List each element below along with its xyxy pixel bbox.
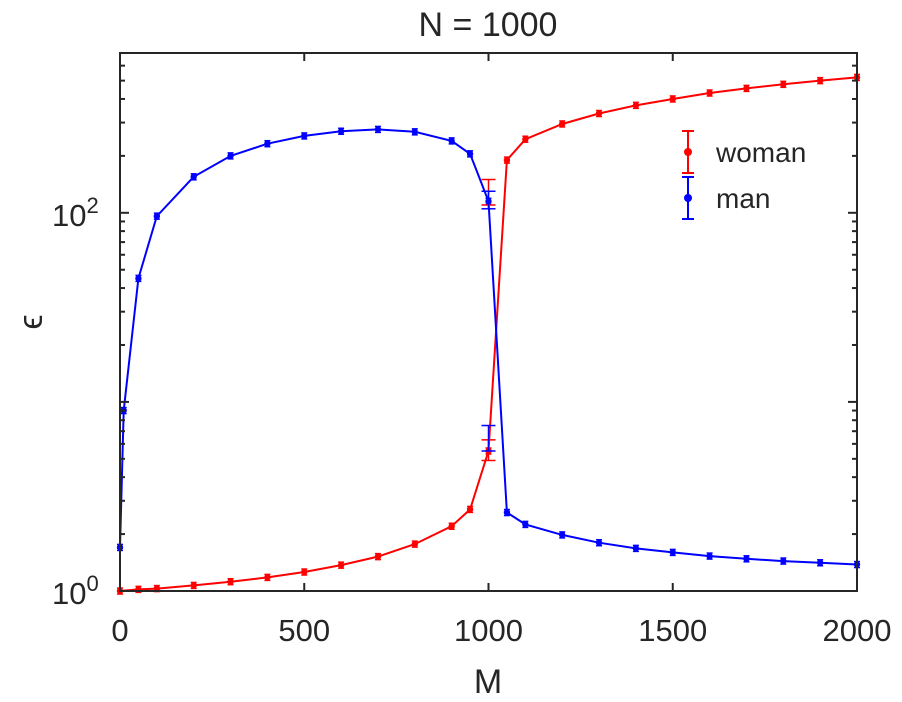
data-point-man [374,126,382,133]
data-point-man [522,521,529,528]
data-point-woman [816,77,824,84]
data-point-man [337,128,345,135]
x-tick-label: 1500 [638,613,707,648]
legend-label-man: man [716,183,770,214]
data-point-man [816,559,824,566]
data-point-man [153,212,161,220]
data-point-woman [595,110,603,117]
data-point-woman [669,95,676,103]
data-point-woman [706,89,713,97]
legend-label-woman: woman [715,137,806,168]
data-point-woman [411,540,418,548]
data-point-man [135,275,142,282]
series-line-woman [119,76,858,592]
data-point-woman [522,136,529,143]
data-point-woman [301,568,308,576]
legend: woman man [682,130,806,220]
data-point-woman [337,561,345,569]
data-point-woman [780,81,787,88]
data-point-man [466,150,474,158]
x-axis-label: M [474,663,502,701]
y-tick-label: 100 [52,571,99,611]
legend-marker-woman [684,148,692,156]
data-point-man [411,128,418,136]
data-point-man [595,539,603,546]
y-tick-label: 102 [52,193,99,233]
plot-frame [119,52,858,592]
data-point-man [559,531,566,539]
axis-ticks [119,52,858,592]
x-tick-label: 1000 [454,613,523,648]
data-point-man [706,552,713,560]
data-point-man [227,152,234,160]
data-point-man [632,545,640,552]
x-tick-label: 500 [278,613,330,648]
data-point-woman [743,85,750,92]
data-point-woman [559,120,566,128]
data-point-man [780,557,787,565]
data-point-woman [466,506,474,513]
data-point-woman [227,578,234,585]
data-point-woman [448,523,455,530]
x-tick-label: 2000 [823,613,892,648]
data-point-man [448,137,455,145]
chart-title: N = 1000 [419,6,558,44]
data-point-man [503,509,511,516]
x-tick-labels: 0 500 1000 1500 2000 [111,613,891,648]
y-tick-labels: 100 102 [52,193,99,611]
data-point-man [264,140,271,147]
legend-marker-man [684,194,692,202]
data-point-woman [503,156,511,164]
x-tick-label: 0 [111,613,128,648]
y-axis-label: ϵ [12,314,50,329]
data-point-woman [190,582,197,589]
data-point-woman [374,553,382,560]
data-point-man [190,173,197,181]
data-point-woman [632,102,640,109]
data-point-man [669,549,676,556]
data-point-man [743,555,750,563]
data-point-man [301,132,308,140]
data-point-woman [264,574,271,581]
